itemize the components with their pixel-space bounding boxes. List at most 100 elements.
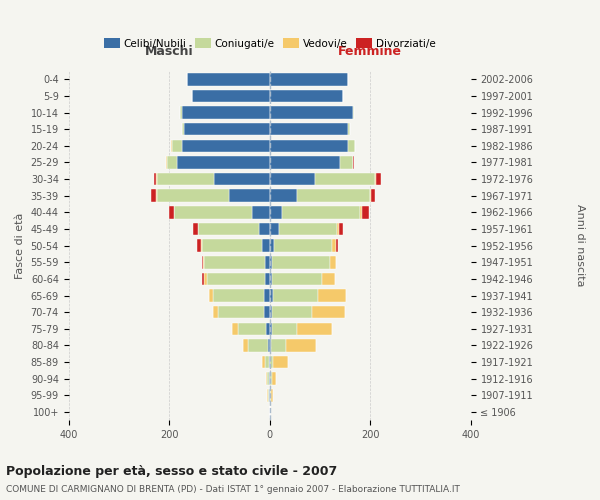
- Bar: [269, 256, 272, 268]
- Bar: [371, 190, 375, 202]
- Bar: [269, 190, 298, 202]
- Bar: [154, 173, 156, 186]
- Bar: [202, 256, 203, 268]
- Bar: [313, 306, 345, 318]
- Bar: [242, 339, 248, 351]
- Bar: [205, 272, 207, 285]
- Bar: [269, 123, 347, 136]
- Text: Femmine: Femmine: [338, 44, 402, 58]
- Bar: [157, 173, 214, 186]
- Text: Popolazione per età, sesso e stato civile - 2007: Popolazione per età, sesso e stato civil…: [6, 465, 337, 478]
- Bar: [214, 173, 269, 186]
- Bar: [269, 140, 347, 152]
- Bar: [271, 389, 273, 402]
- Bar: [172, 140, 182, 152]
- Bar: [272, 272, 322, 285]
- Bar: [269, 240, 274, 252]
- Bar: [265, 256, 269, 268]
- Bar: [272, 306, 313, 318]
- Bar: [263, 306, 269, 318]
- Bar: [201, 240, 202, 252]
- Bar: [203, 256, 205, 268]
- Bar: [229, 190, 269, 202]
- Bar: [272, 322, 297, 335]
- Bar: [269, 106, 353, 119]
- Bar: [298, 190, 370, 202]
- Bar: [199, 223, 259, 235]
- Bar: [268, 339, 269, 351]
- Bar: [353, 156, 354, 168]
- Bar: [268, 389, 269, 402]
- Bar: [297, 322, 332, 335]
- Bar: [180, 106, 182, 119]
- Bar: [259, 223, 269, 235]
- Bar: [182, 123, 184, 136]
- Bar: [266, 322, 269, 335]
- Bar: [274, 240, 332, 252]
- Bar: [266, 372, 269, 385]
- Bar: [270, 372, 272, 385]
- Bar: [209, 290, 214, 302]
- Bar: [269, 206, 282, 218]
- Bar: [202, 240, 262, 252]
- Bar: [319, 290, 346, 302]
- Bar: [269, 90, 343, 102]
- Bar: [335, 240, 338, 252]
- Bar: [269, 173, 315, 186]
- Bar: [269, 290, 273, 302]
- Bar: [269, 306, 272, 318]
- Bar: [282, 206, 360, 218]
- Bar: [177, 156, 269, 168]
- Bar: [218, 306, 263, 318]
- Bar: [182, 106, 269, 119]
- Bar: [197, 240, 201, 252]
- Bar: [265, 356, 269, 368]
- Bar: [340, 156, 353, 168]
- Bar: [347, 123, 350, 136]
- Bar: [252, 206, 269, 218]
- Bar: [360, 206, 362, 218]
- Bar: [273, 290, 319, 302]
- Bar: [262, 240, 269, 252]
- Bar: [272, 256, 330, 268]
- Text: Maschi: Maschi: [145, 44, 193, 58]
- Bar: [353, 106, 354, 119]
- Bar: [269, 339, 271, 351]
- Bar: [269, 73, 347, 86]
- Bar: [262, 356, 265, 368]
- Bar: [337, 223, 339, 235]
- Bar: [376, 173, 381, 186]
- Bar: [193, 223, 198, 235]
- Bar: [184, 123, 269, 136]
- Bar: [286, 339, 316, 351]
- Bar: [279, 223, 337, 235]
- Bar: [207, 272, 265, 285]
- Bar: [269, 272, 272, 285]
- Bar: [270, 356, 273, 368]
- Legend: Celibi/Nubili, Coniugati/e, Vedovi/e, Divorziati/e: Celibi/Nubili, Coniugati/e, Vedovi/e, Di…: [100, 34, 440, 53]
- Bar: [269, 223, 279, 235]
- Bar: [169, 206, 173, 218]
- Bar: [214, 290, 263, 302]
- Bar: [273, 356, 288, 368]
- Bar: [151, 190, 156, 202]
- Bar: [271, 339, 286, 351]
- Bar: [192, 90, 269, 102]
- Bar: [315, 173, 375, 186]
- Bar: [269, 322, 272, 335]
- Bar: [330, 256, 336, 268]
- Text: COMUNE DI CARMIGNANO DI BRENTA (PD) - Dati ISTAT 1° gennaio 2007 - Elaborazione : COMUNE DI CARMIGNANO DI BRENTA (PD) - Da…: [6, 485, 460, 494]
- Bar: [265, 272, 269, 285]
- Bar: [263, 290, 269, 302]
- Bar: [214, 306, 218, 318]
- Bar: [248, 339, 268, 351]
- Bar: [232, 322, 238, 335]
- Bar: [167, 156, 177, 168]
- Bar: [362, 206, 369, 218]
- Bar: [205, 256, 265, 268]
- Bar: [157, 190, 229, 202]
- Bar: [272, 372, 276, 385]
- Bar: [174, 206, 252, 218]
- Bar: [269, 389, 271, 402]
- Y-axis label: Fasce di età: Fasce di età: [15, 212, 25, 279]
